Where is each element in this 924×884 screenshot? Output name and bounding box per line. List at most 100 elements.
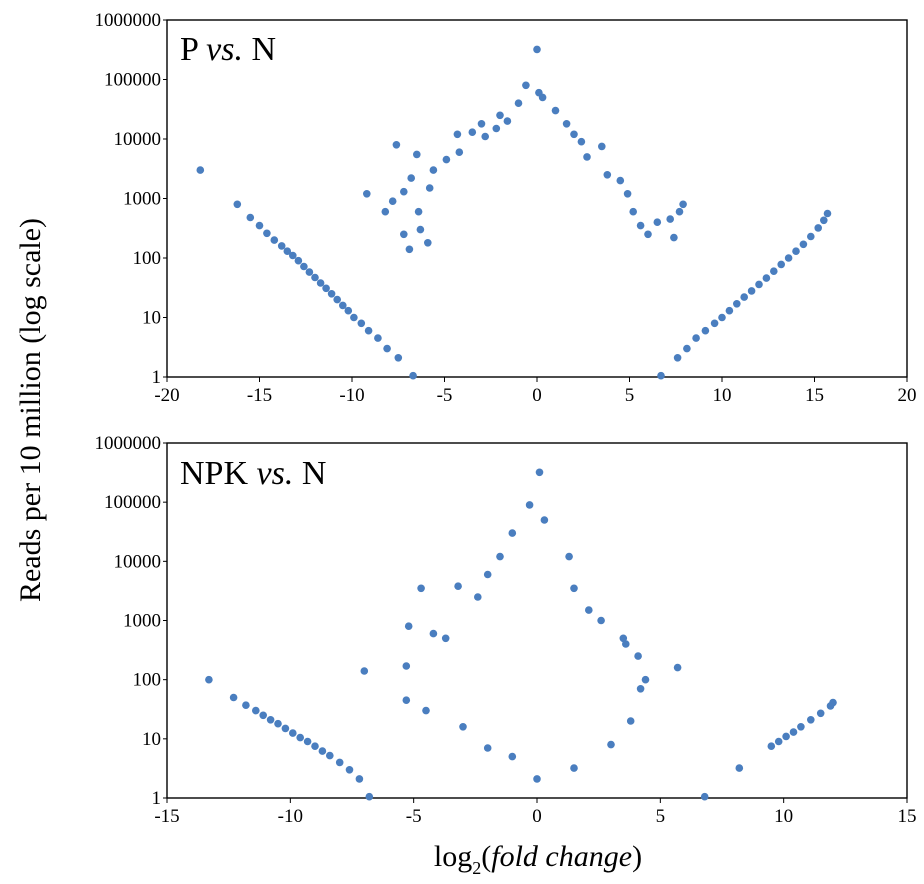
data-point <box>679 200 687 209</box>
data-point <box>409 371 417 380</box>
data-point <box>454 582 462 590</box>
x-tick-label: 0 <box>532 806 542 827</box>
data-point <box>266 716 275 724</box>
data-point <box>441 634 450 643</box>
data-point <box>700 792 709 801</box>
data-point <box>619 634 628 643</box>
data-point <box>374 334 382 342</box>
data-point <box>829 698 837 707</box>
y-tick-label: 100000 <box>104 492 161 513</box>
data-point <box>477 120 486 128</box>
data-point <box>355 775 364 783</box>
data-point <box>289 251 297 260</box>
data-point <box>242 701 250 709</box>
x-tick-label: 20 <box>898 385 917 406</box>
data-point <box>657 371 665 380</box>
data-point <box>402 662 411 670</box>
data-point <box>316 279 325 287</box>
data-point <box>636 685 645 693</box>
data-point <box>533 775 541 783</box>
x-tick-label: 5 <box>656 806 666 827</box>
data-point <box>777 260 785 269</box>
y-tick-label: 1000 <box>123 189 161 210</box>
data-point <box>701 326 710 335</box>
data-point <box>585 606 593 614</box>
data-point <box>255 221 264 230</box>
x-tick-label: 15 <box>898 806 917 827</box>
data-point <box>388 197 397 205</box>
data-point <box>735 764 744 772</box>
data-point <box>525 501 534 509</box>
data-point <box>416 225 425 234</box>
data-point <box>636 221 645 230</box>
y-tick-label: 100000 <box>104 70 161 91</box>
data-point <box>322 284 330 293</box>
data-point <box>626 717 635 725</box>
data-point <box>492 124 501 133</box>
data-point <box>311 742 319 750</box>
data-point <box>303 737 312 746</box>
data-point <box>782 732 790 741</box>
data-point <box>327 290 336 298</box>
data-point <box>503 117 512 125</box>
data-point <box>339 301 347 310</box>
data-point <box>311 273 319 282</box>
data-point <box>252 706 260 715</box>
data-point <box>289 729 297 737</box>
data-point <box>767 742 776 750</box>
data-point <box>294 256 303 265</box>
data-point <box>807 716 815 724</box>
data-point <box>364 326 373 335</box>
data-point <box>603 171 612 179</box>
data-point <box>675 207 684 216</box>
data-point <box>799 240 808 249</box>
data-point <box>318 747 327 755</box>
data-point <box>629 207 637 216</box>
data-point <box>755 280 763 289</box>
data-point <box>496 111 504 120</box>
x-tick-label: -10 <box>278 806 303 827</box>
data-point <box>514 99 523 107</box>
data-point <box>725 306 734 315</box>
data-point <box>797 723 805 731</box>
data-point <box>474 593 482 601</box>
data-point <box>296 733 305 742</box>
data-point <box>424 239 432 247</box>
scatter-points <box>196 45 832 380</box>
x-tick-label: 10 <box>774 806 793 827</box>
data-point <box>597 616 605 625</box>
data-point <box>823 209 832 218</box>
y-tick-label: 10 <box>142 308 161 329</box>
data-point <box>442 155 451 164</box>
x-axis-ticks: -15 -10 -5 0 5 10 15 <box>154 798 917 827</box>
data-point <box>683 344 691 353</box>
data-point <box>350 313 358 322</box>
data-point <box>551 106 560 115</box>
data-point <box>710 319 719 328</box>
data-point <box>383 344 391 353</box>
data-point <box>570 764 578 772</box>
x-tick-label: 5 <box>625 385 635 406</box>
data-point <box>538 93 547 102</box>
data-point <box>540 516 549 524</box>
panel-title: P vs. N <box>180 31 276 68</box>
data-point <box>820 216 828 225</box>
data-point <box>789 728 798 736</box>
plot-frame <box>166 442 908 799</box>
data-point <box>344 306 353 315</box>
data-point <box>483 744 492 752</box>
data-point <box>404 622 413 630</box>
data-point <box>196 166 205 174</box>
y-axis-label: Reads per 10 million (log scale) <box>14 218 47 602</box>
panel-title: NPK vs. N <box>180 455 326 492</box>
data-point <box>644 230 652 239</box>
data-point <box>816 709 825 718</box>
data-point <box>233 200 242 209</box>
data-point <box>365 792 374 801</box>
data-point <box>670 233 678 242</box>
data-point <box>283 247 292 255</box>
data-point <box>641 675 650 684</box>
data-point <box>535 468 544 477</box>
